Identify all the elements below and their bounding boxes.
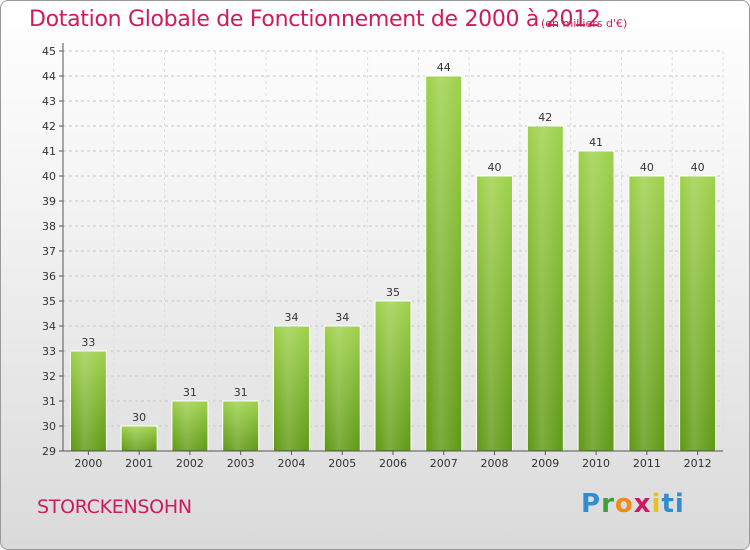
bar-value-label: 42 — [538, 111, 552, 124]
x-tick-label: 2006 — [379, 457, 407, 470]
bar-value-label: 31 — [183, 386, 197, 399]
bar-highlight — [579, 152, 614, 450]
y-tick-label: 35 — [42, 295, 56, 308]
bar-highlight — [71, 352, 106, 450]
y-tick-label: 41 — [42, 145, 56, 158]
y-tick-label: 30 — [42, 420, 56, 433]
y-tick-label: 39 — [42, 195, 56, 208]
x-tick-label: 2008 — [481, 457, 509, 470]
bar-value-label: 31 — [234, 386, 248, 399]
bar-highlight — [274, 327, 309, 450]
x-tick-label: 2004 — [277, 457, 305, 470]
x-tick-label: 2000 — [74, 457, 102, 470]
y-tick-label: 45 — [42, 45, 56, 58]
chart-title: Dotation Globale de Fonctionnement de 20… — [29, 7, 601, 32]
bar-highlight — [680, 177, 715, 450]
bar-value-label: 40 — [488, 161, 502, 174]
y-tick-label: 43 — [42, 95, 56, 108]
bar-value-label: 40 — [691, 161, 705, 174]
bar-highlight — [122, 427, 157, 450]
y-tick-label: 42 — [42, 120, 56, 133]
x-tick-label: 2005 — [328, 457, 356, 470]
bar-highlight — [528, 127, 563, 450]
y-tick-label: 34 — [42, 320, 56, 333]
y-tick-label: 32 — [42, 370, 56, 383]
axes: 29 30 31 32 33 34 35 36 37 38 39 40 41 42 43 44 45 2000 20… — [42, 43, 723, 470]
bar-highlight — [223, 402, 258, 450]
bar-value-label: 41 — [589, 136, 603, 149]
x-tick-label: 2010 — [582, 457, 610, 470]
bars: 33 30 31 31 34 34 35 44 40 42 41 40 40 — [69, 61, 717, 452]
bar-value-label: 44 — [437, 61, 451, 74]
x-tick-label: 2007 — [430, 457, 458, 470]
bar-value-label: 34 — [335, 311, 349, 324]
bar-value-label: 30 — [132, 411, 146, 424]
chart-unit: (en milliers d'€) — [541, 17, 628, 30]
bar-value-label: 40 — [640, 161, 654, 174]
bar-value-label: 34 — [284, 311, 298, 324]
y-tick-label: 36 — [42, 270, 56, 283]
y-tick-label: 29 — [42, 445, 56, 458]
y-tick-label: 38 — [42, 220, 56, 233]
bar-highlight — [477, 177, 512, 450]
x-tick-label: 2002 — [176, 457, 204, 470]
bar-highlight — [376, 302, 410, 450]
y-tick-label: 40 — [42, 170, 56, 183]
bar-value-label: 35 — [386, 286, 400, 299]
x-tick-label: 2009 — [531, 457, 559, 470]
x-tick-label: 2012 — [684, 457, 712, 470]
x-tick-label: 2001 — [125, 457, 153, 470]
y-tick-label: 31 — [42, 395, 56, 408]
y-tick-label: 37 — [42, 245, 56, 258]
y-tick-label: 44 — [42, 70, 56, 83]
commune-name: STORCKENSOHN — [37, 496, 192, 518]
bar-value-label: 33 — [81, 336, 95, 349]
bar-highlight — [172, 402, 207, 450]
x-tick-label: 2003 — [227, 457, 255, 470]
x-tick-label: 2011 — [633, 457, 661, 470]
bar-highlight — [629, 177, 664, 450]
y-tick-label: 33 — [42, 345, 56, 358]
bar-highlight — [426, 77, 461, 450]
bar-highlight — [325, 327, 360, 450]
proxiti-logo: Proxiti — [581, 489, 685, 519]
